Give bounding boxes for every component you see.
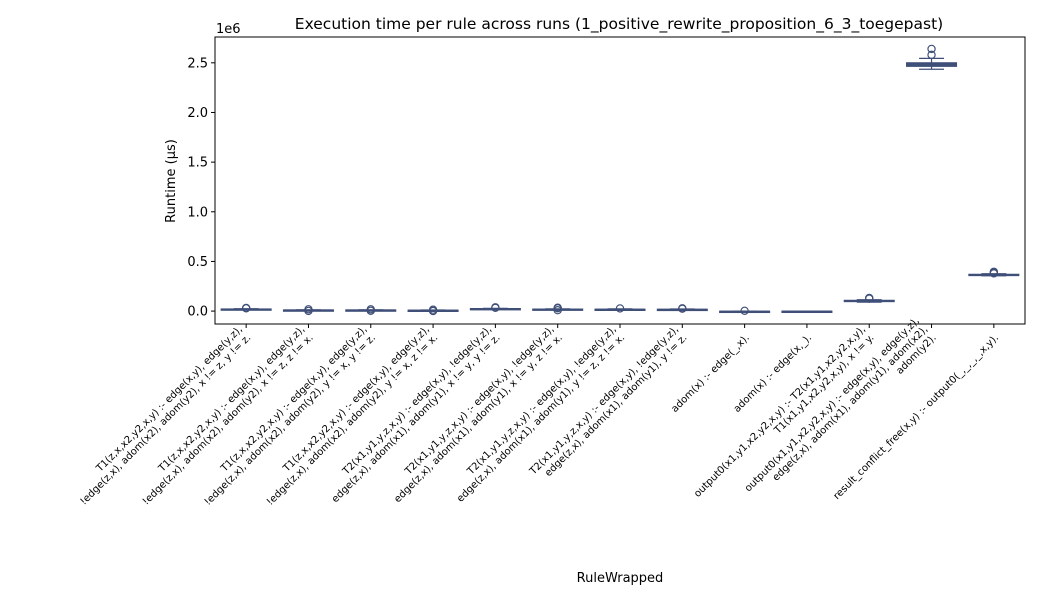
box-outlier <box>428 305 438 314</box>
chart-title: Execution time per rule across runs (1_p… <box>295 15 943 34</box>
box-outlier <box>865 293 874 303</box>
box-11 <box>843 293 895 303</box>
box-7 <box>594 304 646 313</box>
box-series <box>220 44 1020 316</box>
y-tick-label: 2.0 <box>187 106 208 121</box>
box-outlier <box>553 303 562 312</box>
x-axis-title: RuleWrapped <box>577 571 664 586</box>
box-outlier <box>615 304 625 313</box>
box-outlier <box>491 303 500 312</box>
box-5 <box>469 303 521 313</box>
x-axis-ticks: T1(z,x,x2,y2,x,y) :- edge(x,y), edge(y,z… <box>78 315 1001 507</box>
box-6 <box>532 303 584 315</box>
box-13 <box>968 267 1020 278</box>
box-outlier <box>927 50 936 60</box>
y-tick-label: 1.0 <box>187 205 208 220</box>
box-2 <box>282 305 334 316</box>
y-multiplier-label: 1e6 <box>216 22 241 37</box>
y-tick-label: 0.0 <box>187 305 208 320</box>
plot-area-frame <box>214 36 1026 325</box>
y-axis-ticks: 0.0 0.5 1.0 1.5 2.0 2.5 <box>187 56 215 320</box>
box-10 <box>781 310 833 313</box>
box-9 <box>719 306 771 315</box>
box-outlier <box>927 44 936 54</box>
box-1 <box>220 303 272 313</box>
box-outlier <box>304 305 313 314</box>
y-axis-title: Runtime (µs) <box>164 139 179 223</box>
box-outlier <box>241 303 251 313</box>
box-outlier <box>366 305 375 314</box>
box-outlier <box>989 267 999 276</box>
y-tick-label: 1.5 <box>187 156 208 171</box>
y-tick-label: 0.5 <box>187 255 208 270</box>
box-outlier <box>678 304 687 313</box>
box-outlier <box>740 306 749 315</box>
box-3 <box>345 305 397 315</box>
box-12 <box>906 44 958 70</box>
box-8 <box>656 304 708 313</box>
box-4 <box>407 305 459 316</box>
y-tick-label: 2.5 <box>187 56 208 71</box>
